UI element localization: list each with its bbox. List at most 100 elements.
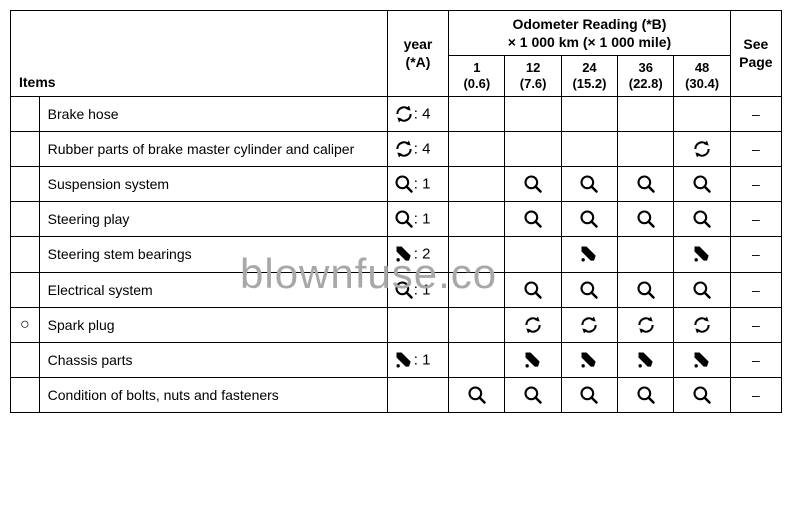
- maintenance-table: Items year (*A) Odometer Reading (*B) × …: [10, 10, 782, 413]
- row-marker: [11, 202, 40, 237]
- row-marker: [11, 272, 40, 307]
- row-marker: [11, 237, 40, 272]
- replace-icon: [692, 315, 712, 335]
- year-cell: : 1: [387, 202, 448, 237]
- lube-icon: [692, 350, 712, 370]
- inspect-icon: [394, 209, 414, 229]
- year-cell: [387, 378, 448, 413]
- year-cell: : 1: [387, 342, 448, 377]
- lube-icon: [692, 244, 712, 264]
- item-name: Chassis parts: [39, 342, 387, 377]
- interval-cell: [618, 272, 674, 307]
- interval-cell: [505, 202, 561, 237]
- interval-cell: [618, 202, 674, 237]
- inspect-icon: [579, 280, 599, 300]
- table-row: Brake hose: 4–: [11, 96, 782, 131]
- interval-cell: [618, 237, 674, 272]
- inspect-icon: [523, 385, 543, 405]
- interval-cell: [449, 307, 505, 342]
- lube-icon: [394, 244, 414, 264]
- interval-cell: [561, 202, 617, 237]
- inspect-icon: [692, 209, 712, 229]
- interval-cell: [505, 272, 561, 307]
- interval-cell: [618, 166, 674, 201]
- lube-icon: [636, 350, 656, 370]
- lube-icon: [579, 244, 599, 264]
- interval-cell: [505, 307, 561, 342]
- inspect-icon: [692, 280, 712, 300]
- header-see-page: See Page: [730, 11, 781, 97]
- item-name: Brake hose: [39, 96, 387, 131]
- item-name: Rubber parts of brake master cylinder an…: [39, 131, 387, 166]
- interval-cell: [674, 378, 730, 413]
- interval-cell: [561, 166, 617, 201]
- page-cell: –: [730, 96, 781, 131]
- interval-cell: [618, 342, 674, 377]
- table-row: Steering play: 1 –: [11, 202, 782, 237]
- page-cell: –: [730, 131, 781, 166]
- table-row: Electrical system: 1–: [11, 272, 782, 307]
- interval-cell: [449, 378, 505, 413]
- interval-cell: [505, 342, 561, 377]
- inspect-icon: [636, 385, 656, 405]
- row-marker: [11, 166, 40, 201]
- interval-cell: [674, 272, 730, 307]
- interval-cell: [561, 378, 617, 413]
- page-cell: –: [730, 202, 781, 237]
- interval-cell: [618, 96, 674, 131]
- interval-cell: [449, 166, 505, 201]
- interval-cell: [449, 342, 505, 377]
- header-odometer: Odometer Reading (*B) × 1 000 km (× 1 00…: [449, 11, 731, 56]
- interval-cell: [561, 131, 617, 166]
- interval-cell: [561, 96, 617, 131]
- interval-cell: [618, 378, 674, 413]
- item-name: Spark plug: [39, 307, 387, 342]
- interval-cell: [505, 378, 561, 413]
- interval-cell: [674, 342, 730, 377]
- inspect-icon: [579, 174, 599, 194]
- inspect-icon: [394, 280, 414, 300]
- page-cell: –: [730, 272, 781, 307]
- inspect-icon: [579, 385, 599, 405]
- replace-icon: [579, 315, 599, 335]
- inspect-icon: [579, 209, 599, 229]
- table-row: Rubber parts of brake master cylinder an…: [11, 131, 782, 166]
- item-name: Suspension system: [39, 166, 387, 201]
- interval-cell: [674, 131, 730, 166]
- replace-icon: [394, 104, 414, 124]
- interval-cell: [449, 237, 505, 272]
- odo-col-36: 36(22.8): [618, 56, 674, 96]
- interval-cell: [674, 237, 730, 272]
- item-name: Steering stem bearings: [39, 237, 387, 272]
- interval-cell: [674, 166, 730, 201]
- table-row: Steering stem bearings: 2–: [11, 237, 782, 272]
- inspect-icon: [636, 209, 656, 229]
- interval-cell: [674, 307, 730, 342]
- item-name: Steering play: [39, 202, 387, 237]
- inspect-icon: [523, 174, 543, 194]
- table-body: Brake hose: 4–Rubber parts of brake mast…: [11, 96, 782, 413]
- inspect-icon: [692, 385, 712, 405]
- interval-cell: [505, 131, 561, 166]
- row-marker: ○: [11, 307, 40, 342]
- year-cell: : 1: [387, 166, 448, 201]
- interval-cell: [449, 272, 505, 307]
- interval-cell: [505, 166, 561, 201]
- item-name: Condition of bolts, nuts and fasteners: [39, 378, 387, 413]
- interval-cell: [561, 272, 617, 307]
- inspect-icon: [523, 209, 543, 229]
- interval-cell: [561, 342, 617, 377]
- row-marker: [11, 342, 40, 377]
- header-year: year (*A): [387, 11, 448, 97]
- odo-col-24: 24(15.2): [561, 56, 617, 96]
- page-cell: –: [730, 166, 781, 201]
- interval-cell: [674, 202, 730, 237]
- page-cell: –: [730, 237, 781, 272]
- header-items: Items: [11, 11, 388, 97]
- page-cell: –: [730, 307, 781, 342]
- table-row: Chassis parts: 1–: [11, 342, 782, 377]
- odo-col-1: 1(0.6): [449, 56, 505, 96]
- interval-cell: [561, 237, 617, 272]
- lube-icon: [579, 350, 599, 370]
- interval-cell: [505, 96, 561, 131]
